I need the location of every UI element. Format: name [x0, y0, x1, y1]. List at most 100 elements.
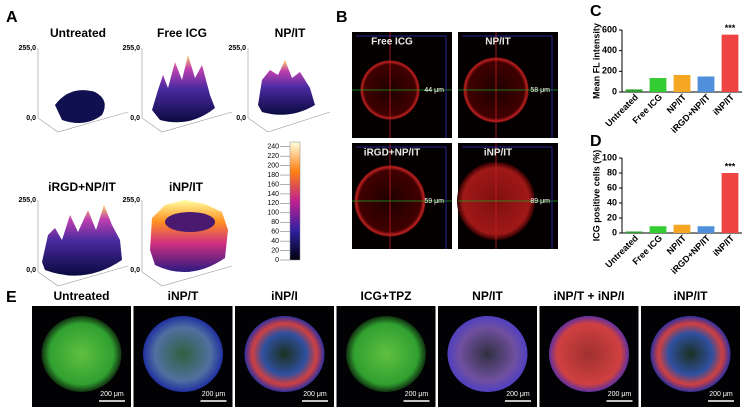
- y-tick-label: 60: [607, 182, 617, 192]
- bar: [625, 231, 643, 233]
- depth-label: 59 μm: [424, 198, 444, 205]
- bar: [649, 78, 667, 92]
- colorbar-tick-label: 200: [267, 162, 279, 169]
- y-axis-label: ICG positive cells (%): [591, 150, 601, 242]
- image-title: ICG+TPZ: [360, 289, 411, 303]
- colorbar-tick-label: 20: [271, 247, 279, 254]
- image-title: iNP/IT: [673, 289, 708, 303]
- spheroid: [447, 316, 528, 392]
- colorbar-tick-label: 100: [267, 210, 279, 217]
- y-tick-label: 200: [602, 66, 617, 76]
- plot-title: NP/IT: [275, 26, 306, 40]
- z-axis-label: 0,0: [26, 115, 36, 122]
- z-axis-label: 255,0: [228, 45, 246, 52]
- bar: [697, 226, 715, 233]
- x-tick-label: iNP/IT: [711, 233, 736, 258]
- plot-title: iRGD+NP/IT: [48, 180, 116, 194]
- y-tick-label: 400: [602, 45, 617, 55]
- significance-label: ***: [725, 23, 736, 33]
- panel-label: C: [590, 3, 602, 20]
- surface-plot: [141, 48, 233, 133]
- colorbar-tick-label: 80: [271, 219, 279, 226]
- bar: [673, 224, 691, 233]
- plot-title: Untreated: [50, 26, 106, 40]
- spheroid: [244, 316, 325, 392]
- z-axis-label: 255,0: [122, 45, 140, 52]
- colorbar-tick-label: 160: [267, 181, 279, 188]
- plot-title: Free ICG: [157, 26, 207, 40]
- spheroid: [650, 316, 731, 392]
- spheroid: [549, 316, 629, 392]
- image-title: Untreated: [53, 289, 109, 303]
- panel-label: A: [6, 9, 18, 26]
- y-tick-label: 0: [612, 227, 617, 237]
- depth-label: 89 μm: [530, 198, 550, 205]
- image-title: iNP/I: [271, 289, 298, 303]
- scale-bar-label: 200 μm: [303, 391, 327, 398]
- z-axis-label: 255,0: [122, 197, 140, 204]
- image-title: NP/IT: [472, 289, 503, 303]
- y-tick-label: 20: [607, 212, 617, 222]
- image-title: iNP/IT: [484, 148, 512, 159]
- bar: [721, 173, 739, 233]
- bar: [625, 89, 643, 92]
- panel-a: Untreated 255,0 0,0 Free ICG 255,0 0,0 NP/IT 25…: [18, 26, 331, 287]
- frame-line: [356, 146, 447, 249]
- colorbar-tick-label: 180: [267, 172, 279, 179]
- scale-bar-label: 200 μm: [608, 391, 632, 398]
- scale-bar-label: 200 μm: [100, 391, 124, 398]
- spheroid: [143, 316, 223, 392]
- y-tick-label: 0: [612, 86, 617, 96]
- y-axis-label: Mean FL intensity: [591, 23, 601, 99]
- colorbar-tick-label: 60: [271, 229, 279, 236]
- z-axis-label: 255,0: [18, 197, 36, 204]
- scale-bar-label: 200 μm: [202, 391, 226, 398]
- image-title: iNP/T + iNP/I: [553, 289, 624, 303]
- y-tick-label: 40: [607, 197, 617, 207]
- depth-label: 44 μm: [424, 87, 444, 94]
- frame-line: [462, 35, 553, 138]
- z-axis-label: 255,0: [18, 45, 36, 52]
- scale-bar-label: 200 μm: [405, 391, 429, 398]
- depth-label: 58 μm: [530, 87, 550, 94]
- panel-label: D: [590, 133, 602, 150]
- bar: [673, 74, 691, 92]
- panel-label: E: [6, 289, 17, 306]
- colorbar: [289, 141, 301, 261]
- frame-line: [462, 146, 553, 249]
- bar: [649, 226, 667, 233]
- colorbar-tick-label: 0: [275, 257, 279, 264]
- surface-plot: [37, 200, 129, 287]
- x-tick-label: iNP/IT: [711, 92, 736, 117]
- colorbar-tick-label: 240: [267, 144, 279, 151]
- surface-plot: [37, 48, 129, 133]
- bar: [721, 34, 739, 92]
- spheroid: [346, 316, 426, 392]
- colorbar-tick-label: 120: [267, 200, 279, 207]
- frame-line: [356, 35, 447, 138]
- panel-label: B: [336, 9, 348, 26]
- y-tick-label: 100: [602, 152, 617, 162]
- y-tick-label: 600: [602, 24, 617, 34]
- scale-bar-label: 200 μm: [709, 391, 733, 398]
- colorbar-tick-label: 140: [267, 191, 279, 198]
- image-title: iRGD+NP/IT: [364, 148, 420, 159]
- significance-label: ***: [725, 161, 736, 171]
- spheroid: [41, 316, 122, 392]
- z-axis-label: 0,0: [236, 115, 246, 122]
- image-title: Free ICG: [371, 37, 413, 48]
- colorbar-tick-label: 220: [267, 153, 279, 160]
- bar: [697, 76, 715, 92]
- image-title: iNP/T: [168, 289, 199, 303]
- panel-b: Free ICG 44 μm NP/IT 58 μm iRGD+NP/IT 59 μm iN…: [352, 32, 558, 249]
- z-axis-label: 0,0: [130, 267, 140, 274]
- plot-title: iNP/IT: [169, 180, 204, 194]
- y-tick-label: 80: [607, 167, 617, 177]
- surface-plot: [247, 48, 331, 133]
- z-axis-label: 0,0: [26, 267, 36, 274]
- scale-bar-label: 200 μm: [506, 391, 530, 398]
- panel-e: Untreated 200 μm iNP/T 200 μm iNP/I 200 μm ICG…: [32, 289, 740, 407]
- surface-plot: [141, 200, 233, 287]
